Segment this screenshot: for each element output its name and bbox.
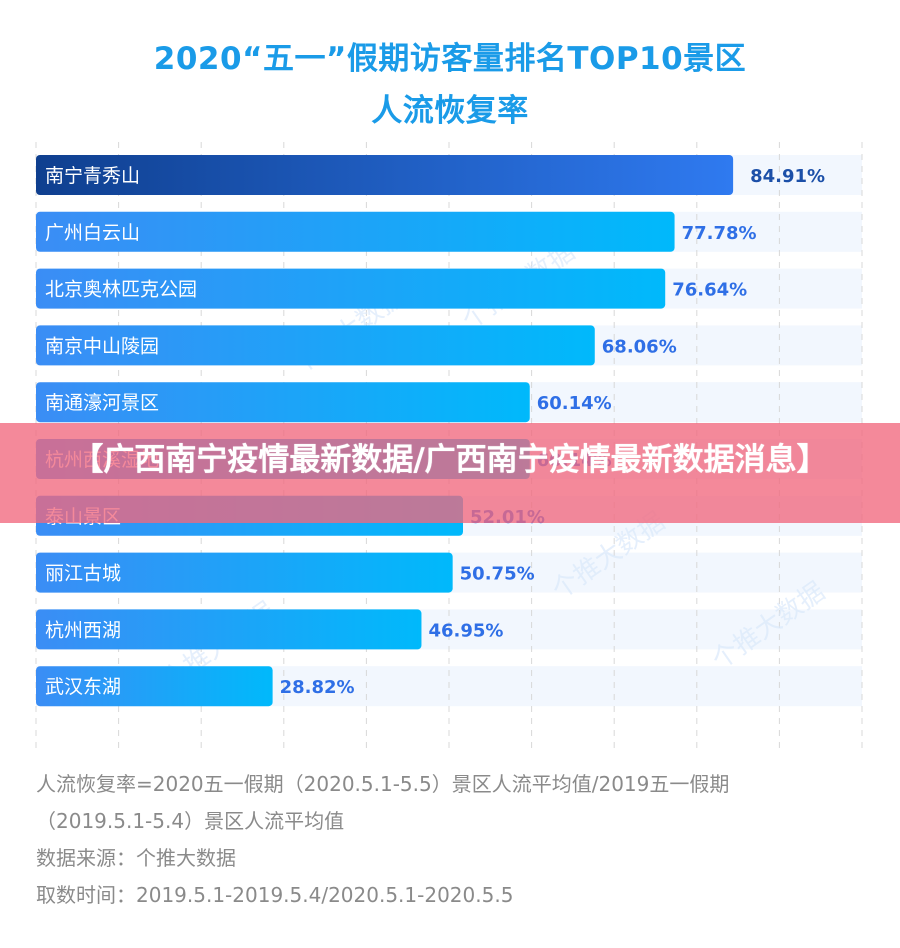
bar-value-label: 84.91% [750, 166, 825, 187]
chart-title-line1: 2020“五一”假期访客量排名TOP10景区 [153, 41, 747, 77]
bar-value-label: 50.75% [460, 564, 535, 585]
bar [36, 325, 595, 366]
bar-category-label: 南通濠河景区 [45, 392, 159, 414]
chart-notes: 人流恢复率=2020五一假期（2020.5.1-5.5）景区人流平均值/2019… [36, 766, 876, 914]
bar-group: 杭州西湖 46.95% [36, 609, 503, 650]
bar-value-label: 76.64% [672, 280, 747, 301]
bar-group: 南通濠河景区 60.14% [36, 382, 612, 423]
bar-category-label: 北京奥林匹克公园 [45, 279, 197, 301]
chart-title-line2: 人流恢复率 [371, 93, 529, 129]
bar [36, 609, 422, 650]
bar-value-label: 77.78% [682, 223, 757, 244]
bar-group: 南宁青秀山 84.91% [36, 155, 825, 195]
bar-value-label: 28.82% [280, 677, 355, 698]
bar-group: 南京中山陵园 68.06% [36, 325, 677, 366]
note-data-period: 取数时间：2019.5.1-2019.5.4/2020.5.1-2020.5.5 [36, 883, 514, 907]
bar-value-label: 46.95% [428, 620, 503, 641]
bar-value-label: 60.14% [537, 393, 612, 414]
bar-category-label: 杭州西湖 [45, 619, 121, 641]
bar-group: 北京奥林匹克公园 76.64% [36, 268, 747, 309]
bar-category-label: 广州白云山 [45, 222, 140, 244]
bar-value-label: 68.06% [602, 336, 677, 357]
bar-group: 丽江古城 50.75% [36, 552, 535, 593]
bar-group: 武汉东湖 28.82% [36, 666, 355, 707]
bar [36, 666, 273, 707]
overlay-banner[interactable]: 【广西南宁疫情最新数据/广西南宁疫情最新数据消息】 [0, 423, 900, 523]
overlay-banner-text[interactable]: 【广西南宁疫情最新数据/广西南宁疫情最新数据消息】 [72, 442, 828, 478]
bar-category-label: 武汉东湖 [45, 676, 121, 698]
bar-category-label: 南京中山陵园 [45, 335, 159, 357]
bar [36, 211, 675, 252]
note-formula-line2: （2019.5.1-5.4）景区人流平均值 [36, 809, 345, 833]
note-data-source: 数据来源：个推大数据 [36, 846, 236, 870]
note-formula-line1: 人流恢复率=2020五一假期（2020.5.1-5.5）景区人流平均值/2019… [36, 772, 730, 796]
bar-group: 广州白云山 77.78% [36, 211, 757, 252]
bar [36, 382, 530, 423]
bar [36, 552, 453, 593]
bar-category-label: 南宁青秀山 [45, 165, 140, 187]
bar-category-label: 丽江古城 [45, 563, 121, 585]
bar [36, 155, 734, 195]
bar [36, 268, 666, 309]
